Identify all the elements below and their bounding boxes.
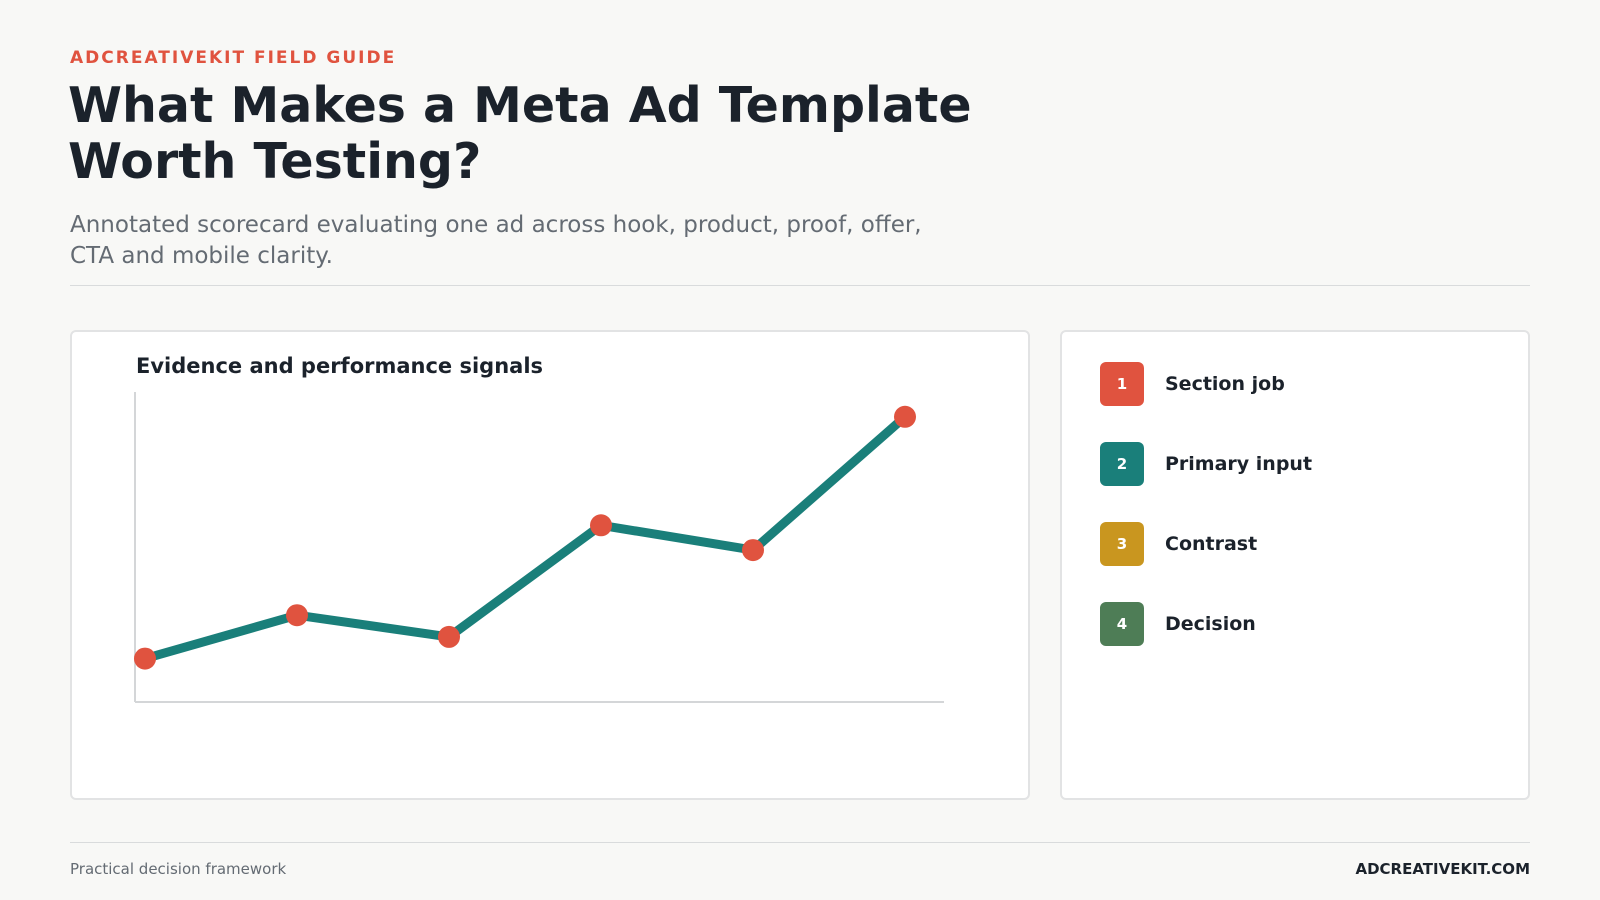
eyebrow-label: ADCREATIVEKIT FIELD GUIDE (70, 48, 397, 68)
chart-card: Evidence and performance signals (70, 330, 1030, 800)
legend-label: Section job (1165, 373, 1285, 395)
header-divider (70, 285, 1530, 286)
footer-divider (70, 842, 1530, 843)
legend-number-badge: 2 (1100, 442, 1144, 486)
data-point (134, 647, 156, 670)
legend-number-badge: 1 (1100, 362, 1144, 406)
legend-label: Primary input (1165, 453, 1313, 475)
page-title: What Makes a Meta Ad Template Worth Test… (68, 77, 972, 190)
legend-item: 4 Decision (1100, 602, 1256, 646)
series-line (140, 412, 910, 664)
data-point (590, 514, 612, 537)
chart-title: Evidence and performance signals (136, 354, 544, 378)
legend-item: 3 Contrast (1100, 522, 1257, 566)
data-point (894, 405, 916, 428)
data-point (742, 539, 764, 562)
legend-item: 2 Primary input (1100, 442, 1312, 486)
legend-label: Contrast (1165, 533, 1258, 555)
legend-card: 1 Section job 2 Primary input 3 Contrast 4 Deci… (1060, 330, 1530, 800)
data-point (438, 625, 460, 648)
legend-number-badge: 3 (1100, 522, 1144, 566)
page-subtitle: Annotated scorecard evaluating one ad ac… (70, 212, 922, 269)
legend-number-badge: 4 (1100, 602, 1144, 646)
legend-label: Decision (1165, 613, 1256, 635)
footer-tagline: Practical decision framework (70, 860, 287, 878)
footer-site-link[interactable]: ADCREATIVEKIT.COM (1355, 860, 1530, 878)
data-point (286, 604, 308, 627)
legend-item: 1 Section job (1100, 362, 1285, 406)
line-chart (134, 392, 944, 703)
